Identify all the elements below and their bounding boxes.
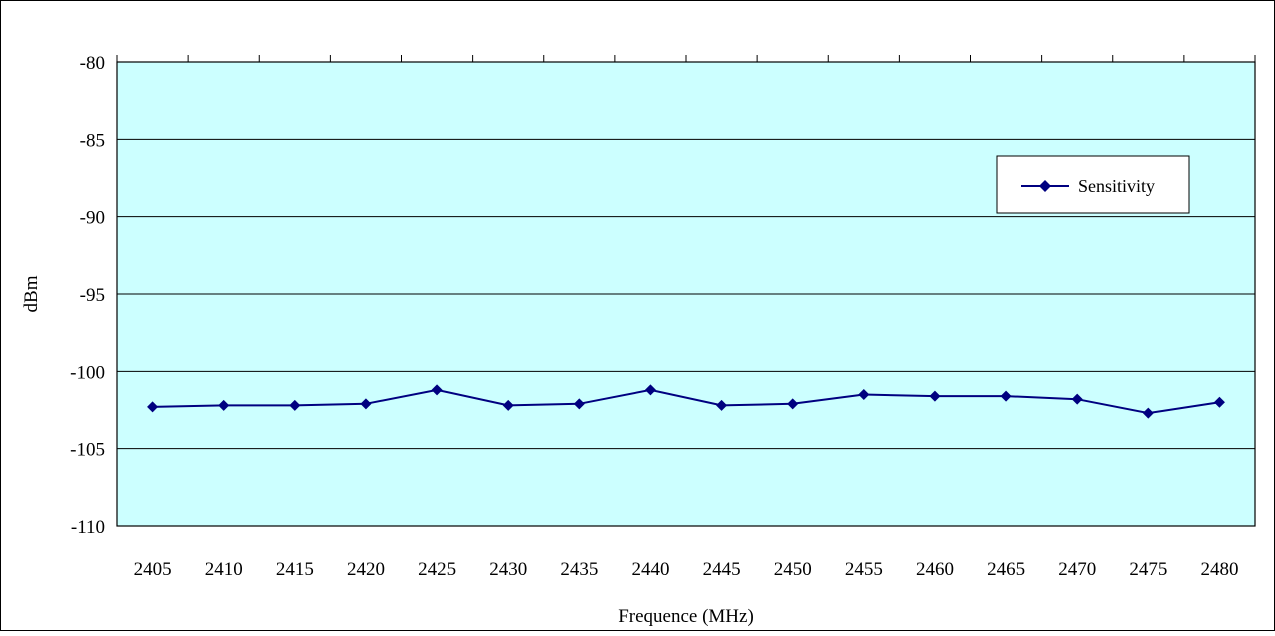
legend-marker-sensitivity xyxy=(1039,180,1051,192)
y-tick-label: -100 xyxy=(70,362,105,383)
legend-label-sensitivity: Sensitivity xyxy=(1078,176,1155,196)
y-tick-label: -110 xyxy=(71,517,105,538)
x-tick-label: 2405 xyxy=(134,559,172,580)
series-markers xyxy=(147,384,1225,419)
x-tick-label: 2470 xyxy=(1058,559,1096,580)
data-point-marker xyxy=(147,401,159,413)
data-point-marker xyxy=(218,399,230,411)
data-point-marker xyxy=(644,384,656,396)
data-point-marker xyxy=(1071,393,1083,405)
gridlines xyxy=(117,138,1255,450)
legend: Sensitivity xyxy=(996,155,1190,214)
x-tick-label: 2460 xyxy=(916,559,954,580)
x-tick-label: 2410 xyxy=(205,559,243,580)
data-point-marker xyxy=(858,389,870,401)
x-tick-label: 2455 xyxy=(845,559,883,580)
data-point-marker xyxy=(787,398,799,410)
data-point-marker xyxy=(502,399,514,411)
x-tick-label: 2465 xyxy=(987,559,1025,580)
y-tick-label: -105 xyxy=(70,440,105,461)
y-axis-tick-labels: -80 -85 -90 -95 -100 -105 -110 xyxy=(70,53,105,538)
y-tick-label: -80 xyxy=(80,53,105,74)
x-tick-label: 2475 xyxy=(1129,559,1167,580)
x-tick-label: 2450 xyxy=(774,559,812,580)
x-axis-ticks xyxy=(116,55,1256,62)
x-tick-label: 2420 xyxy=(347,559,385,580)
legend-box xyxy=(996,155,1190,214)
x-tick-label: 2480 xyxy=(1200,559,1238,580)
data-point-marker xyxy=(1142,407,1154,419)
y-axis-title: dBm xyxy=(21,275,42,312)
x-tick-label: 2425 xyxy=(418,559,456,580)
data-point-marker xyxy=(573,398,585,410)
x-axis-title: Frequence (MHz) xyxy=(618,606,754,627)
data-point-marker xyxy=(289,399,301,411)
y-tick-label: -90 xyxy=(80,208,105,229)
data-point-marker xyxy=(360,398,372,410)
data-point-marker xyxy=(431,384,443,396)
data-point-marker xyxy=(716,399,728,411)
series-line-sensitivity xyxy=(152,388,1220,415)
y-tick-label: -95 xyxy=(80,285,105,306)
x-tick-label: 2430 xyxy=(489,559,527,580)
x-axis-tick-labels: 2405 2410 2415 2420 2425 2430 2435 2440 2445 2450… xyxy=(134,559,1239,580)
x-tick-label: 2435 xyxy=(560,559,598,580)
data-point-marker xyxy=(1213,396,1225,408)
x-tick-label: 2445 xyxy=(703,559,741,580)
x-tick-label: 2440 xyxy=(631,559,669,580)
x-tick-label: 2415 xyxy=(276,559,314,580)
data-point-marker xyxy=(929,390,941,402)
y-tick-label: -85 xyxy=(80,130,105,151)
data-point-marker xyxy=(1000,390,1012,402)
